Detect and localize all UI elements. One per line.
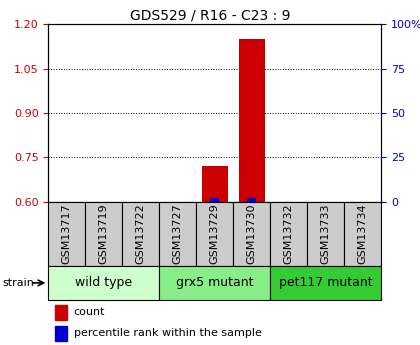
Bar xyxy=(270,202,307,266)
Text: GSM13719: GSM13719 xyxy=(99,204,109,264)
Text: strain: strain xyxy=(2,278,34,288)
Text: GSM13732: GSM13732 xyxy=(284,204,294,264)
Text: GDS529 / R16 - C23 : 9: GDS529 / R16 - C23 : 9 xyxy=(130,9,290,23)
Text: percentile rank within the sample: percentile rank within the sample xyxy=(74,328,262,338)
Bar xyxy=(202,166,228,202)
Text: GSM13727: GSM13727 xyxy=(173,203,183,264)
Bar xyxy=(122,202,159,266)
Bar xyxy=(55,305,67,320)
Text: wild type: wild type xyxy=(75,276,132,289)
Text: GSM13722: GSM13722 xyxy=(136,203,146,264)
Text: GSM13734: GSM13734 xyxy=(358,204,368,264)
Bar xyxy=(247,198,256,202)
Bar xyxy=(210,198,219,202)
Text: GSM13733: GSM13733 xyxy=(321,204,331,264)
Bar xyxy=(196,202,234,266)
Bar xyxy=(85,202,122,266)
Bar xyxy=(344,202,381,266)
Bar xyxy=(239,39,265,202)
Bar xyxy=(234,202,270,266)
Bar xyxy=(270,266,381,300)
Bar xyxy=(159,202,196,266)
Text: GSM13730: GSM13730 xyxy=(247,204,257,264)
Text: GSM13729: GSM13729 xyxy=(210,203,220,264)
Bar xyxy=(48,266,159,300)
Bar xyxy=(307,202,344,266)
Text: GSM13717: GSM13717 xyxy=(62,204,72,264)
Bar xyxy=(48,202,85,266)
Text: grx5 mutant: grx5 mutant xyxy=(176,276,254,289)
Bar xyxy=(159,266,270,300)
Bar xyxy=(55,326,67,342)
Text: pet117 mutant: pet117 mutant xyxy=(279,276,373,289)
Text: count: count xyxy=(74,307,105,317)
